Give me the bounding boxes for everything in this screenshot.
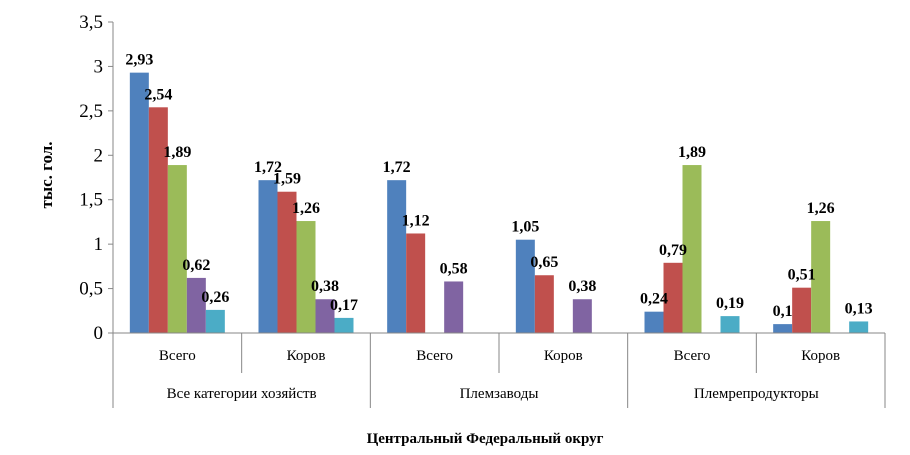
group-label: Племзаводы (460, 386, 539, 402)
category-label: Коров (544, 348, 583, 364)
data-label: 0,17 (330, 297, 358, 314)
bar (334, 317, 354, 333)
bar (720, 316, 740, 333)
y-tick-label: 0,5 (79, 279, 103, 300)
data-label: 2,54 (144, 86, 172, 103)
y-axis-ticks: 0 0,5 1 1,5 2 2,5 3 3,5 (79, 12, 113, 344)
bar (534, 275, 554, 333)
data-label: 1,72 (254, 159, 282, 176)
bar (682, 165, 702, 333)
data-label: 2,93 (125, 52, 153, 69)
bar (205, 309, 225, 333)
bar (515, 239, 535, 333)
bar (387, 180, 407, 333)
data-label: 1,26 (807, 200, 835, 217)
category-label: Всего (674, 348, 711, 364)
category-label: Всего (416, 348, 453, 364)
bar (792, 287, 812, 333)
data-label: 1,05 (511, 219, 539, 236)
y-tick-label: 0 (94, 323, 104, 344)
bar (406, 233, 426, 333)
bar (811, 221, 831, 333)
data-label: 1,12 (402, 212, 430, 229)
bar (315, 299, 335, 333)
bar (277, 191, 297, 333)
data-label: 0,79 (659, 242, 687, 259)
data-label: 1,89 (678, 144, 706, 161)
data-label: 0,51 (788, 267, 816, 284)
y-tick-label: 3,5 (79, 12, 103, 33)
group-label: Племрепродукторы (694, 386, 819, 402)
y-axis-title: тыс. гол. (37, 141, 56, 208)
bar (572, 299, 592, 333)
data-label: 0,26 (201, 289, 229, 306)
data-label: 1,59 (273, 171, 301, 188)
data-label: 0,1 (773, 303, 793, 320)
data-label: 0,38 (311, 278, 339, 295)
data-label: 1,72 (383, 159, 411, 176)
category-label: Коров (801, 348, 840, 364)
category-label: Всего (159, 348, 196, 364)
y-tick-label: 1,5 (79, 190, 103, 211)
bar (258, 180, 278, 333)
data-label: 0,62 (182, 257, 210, 274)
bar (296, 221, 316, 333)
group-label: Все категории хозяйств (167, 386, 317, 402)
data-label: 1,26 (292, 200, 320, 217)
y-tick-label: 1 (94, 234, 104, 255)
data-label: 0,65 (530, 254, 558, 271)
category-label: Коров (287, 348, 326, 364)
data-label: 0,19 (716, 295, 744, 312)
bar (444, 281, 464, 333)
bar (148, 107, 168, 333)
bar (644, 311, 664, 333)
data-label: 0,13 (845, 300, 873, 317)
bar (773, 324, 793, 333)
y-tick-label: 3 (94, 56, 104, 77)
axes (112, 22, 886, 408)
data-label: 0,58 (440, 260, 468, 277)
y-tick-label: 2,5 (79, 101, 103, 122)
bar (849, 321, 869, 333)
y-tick-label: 2 (94, 145, 104, 166)
bar (167, 165, 187, 333)
bars (129, 72, 869, 334)
data-label: 1,89 (163, 144, 191, 161)
x-axis-title: Центральный Федеральный округ (367, 431, 604, 447)
data-label: 0,24 (640, 291, 668, 308)
bar (186, 277, 206, 333)
bar (663, 262, 683, 333)
bar (129, 72, 149, 334)
data-label: 0,38 (568, 278, 596, 295)
x-axis-labels: Всего Коров Всего Коров Всего Коров Все катего… (159, 348, 840, 402)
data-labels: 2,93 1,72 1,72 1,05 0,24 0,1 2,54 1,59 1,12 0,65 0… (125, 52, 872, 320)
